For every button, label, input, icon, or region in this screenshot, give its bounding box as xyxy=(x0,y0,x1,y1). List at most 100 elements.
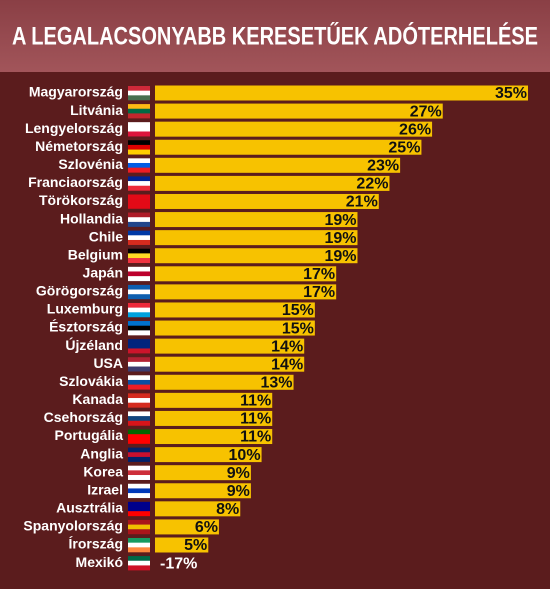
flag-stripe xyxy=(128,488,150,494)
value-label: 5% xyxy=(184,537,207,554)
bar xyxy=(155,193,379,209)
flag-stripe xyxy=(128,411,150,417)
flag-stripe xyxy=(128,86,150,91)
flag-stripe xyxy=(128,181,150,187)
flag-stripe xyxy=(128,248,150,254)
flag-stripe xyxy=(128,438,150,444)
category-label: Anglia xyxy=(80,445,123,461)
flag-stripe xyxy=(128,312,150,318)
flag-stripe xyxy=(128,122,150,128)
value-label: 17% xyxy=(303,266,335,283)
flag-stripe xyxy=(128,420,150,426)
category-label: Lengyelország xyxy=(25,120,123,136)
flag-stripe xyxy=(128,357,150,363)
value-label: 27% xyxy=(410,103,442,120)
category-label: Portugália xyxy=(55,427,124,443)
flag-stripe xyxy=(128,393,150,399)
flag-stripe xyxy=(128,547,150,553)
flag-stripe xyxy=(128,158,150,164)
category-label: Törökország xyxy=(39,192,123,208)
flag-stripe xyxy=(128,113,150,119)
flag-stripe xyxy=(128,366,150,372)
value-label: 17% xyxy=(303,284,335,301)
bar xyxy=(155,410,273,426)
category-label: Írország xyxy=(69,536,123,552)
bar xyxy=(155,266,337,282)
bar xyxy=(155,139,422,155)
value-label: 8% xyxy=(216,501,239,518)
flag-stripe xyxy=(128,194,150,200)
flag-stripe xyxy=(128,167,150,173)
flag-stripe xyxy=(128,162,150,168)
bars xyxy=(155,85,528,571)
value-label: 10% xyxy=(229,447,261,464)
flag-stripe xyxy=(128,519,150,525)
flag-stripe xyxy=(128,289,150,295)
flag-stripe xyxy=(128,538,150,543)
flag-stripe xyxy=(128,90,150,96)
flag-stripe xyxy=(128,284,150,290)
value-label: 22% xyxy=(356,176,388,193)
category-label: Franciaország xyxy=(28,174,123,190)
flag-stripe xyxy=(128,221,150,227)
flag-stripe xyxy=(128,131,150,137)
category-label: Szlovénia xyxy=(58,156,123,172)
bar xyxy=(155,519,219,535)
value-label: 15% xyxy=(282,320,314,337)
flag-stripe xyxy=(128,199,150,205)
flag-stripe xyxy=(128,565,150,571)
bar xyxy=(155,248,358,264)
flag-stripe xyxy=(128,271,150,277)
category-label: Ausztrália xyxy=(56,500,123,516)
flag-stripe xyxy=(128,506,150,512)
value-label: 35% xyxy=(495,85,527,102)
flag-stripe xyxy=(128,235,150,241)
value-label: 26% xyxy=(399,121,431,138)
flag-stripe xyxy=(128,560,150,566)
value-label: 6% xyxy=(195,519,218,536)
bar xyxy=(155,447,262,463)
flag-stripe xyxy=(128,402,150,408)
value-label: 11% xyxy=(240,393,271,410)
title-band xyxy=(0,0,550,72)
value-label: 19% xyxy=(324,248,356,265)
bar xyxy=(155,230,358,246)
flag-stripe xyxy=(128,185,150,191)
flag-stripe xyxy=(128,434,150,440)
bar xyxy=(155,537,209,553)
flag-stripe xyxy=(128,452,150,458)
flag-stripe xyxy=(128,361,150,367)
flag-stripe xyxy=(128,348,150,354)
flag-stripe xyxy=(128,483,150,489)
category-label: Újzéland xyxy=(65,336,123,353)
category-label: Németország xyxy=(35,138,123,154)
value-label: -17% xyxy=(160,555,197,572)
flag-stripe xyxy=(128,475,150,480)
flag-stripe xyxy=(128,126,150,132)
flag-stripe xyxy=(128,375,150,381)
flag-stripe xyxy=(128,108,150,114)
bar xyxy=(155,121,433,137)
flag-stripe xyxy=(128,501,150,507)
value-label: 21% xyxy=(346,194,378,211)
category-label: Magyarország xyxy=(29,84,123,100)
value-label: 9% xyxy=(227,483,250,500)
value-label: 19% xyxy=(324,212,356,229)
bar xyxy=(155,284,337,300)
value-label: 25% xyxy=(388,139,420,156)
flag-stripe xyxy=(128,212,150,218)
flag-stripe xyxy=(128,294,150,300)
bar xyxy=(155,429,273,445)
flag-stripe xyxy=(128,325,150,331)
value-label: 9% xyxy=(227,465,250,482)
category-label: Izrael xyxy=(87,481,123,497)
flag-stripe xyxy=(128,556,150,562)
flags xyxy=(128,86,150,571)
flag-stripe xyxy=(128,529,150,535)
category-label: USA xyxy=(93,355,123,371)
flag-stripe xyxy=(128,343,150,349)
bar xyxy=(155,555,156,571)
flag-stripe xyxy=(128,258,150,264)
flag-stripe xyxy=(128,95,150,101)
